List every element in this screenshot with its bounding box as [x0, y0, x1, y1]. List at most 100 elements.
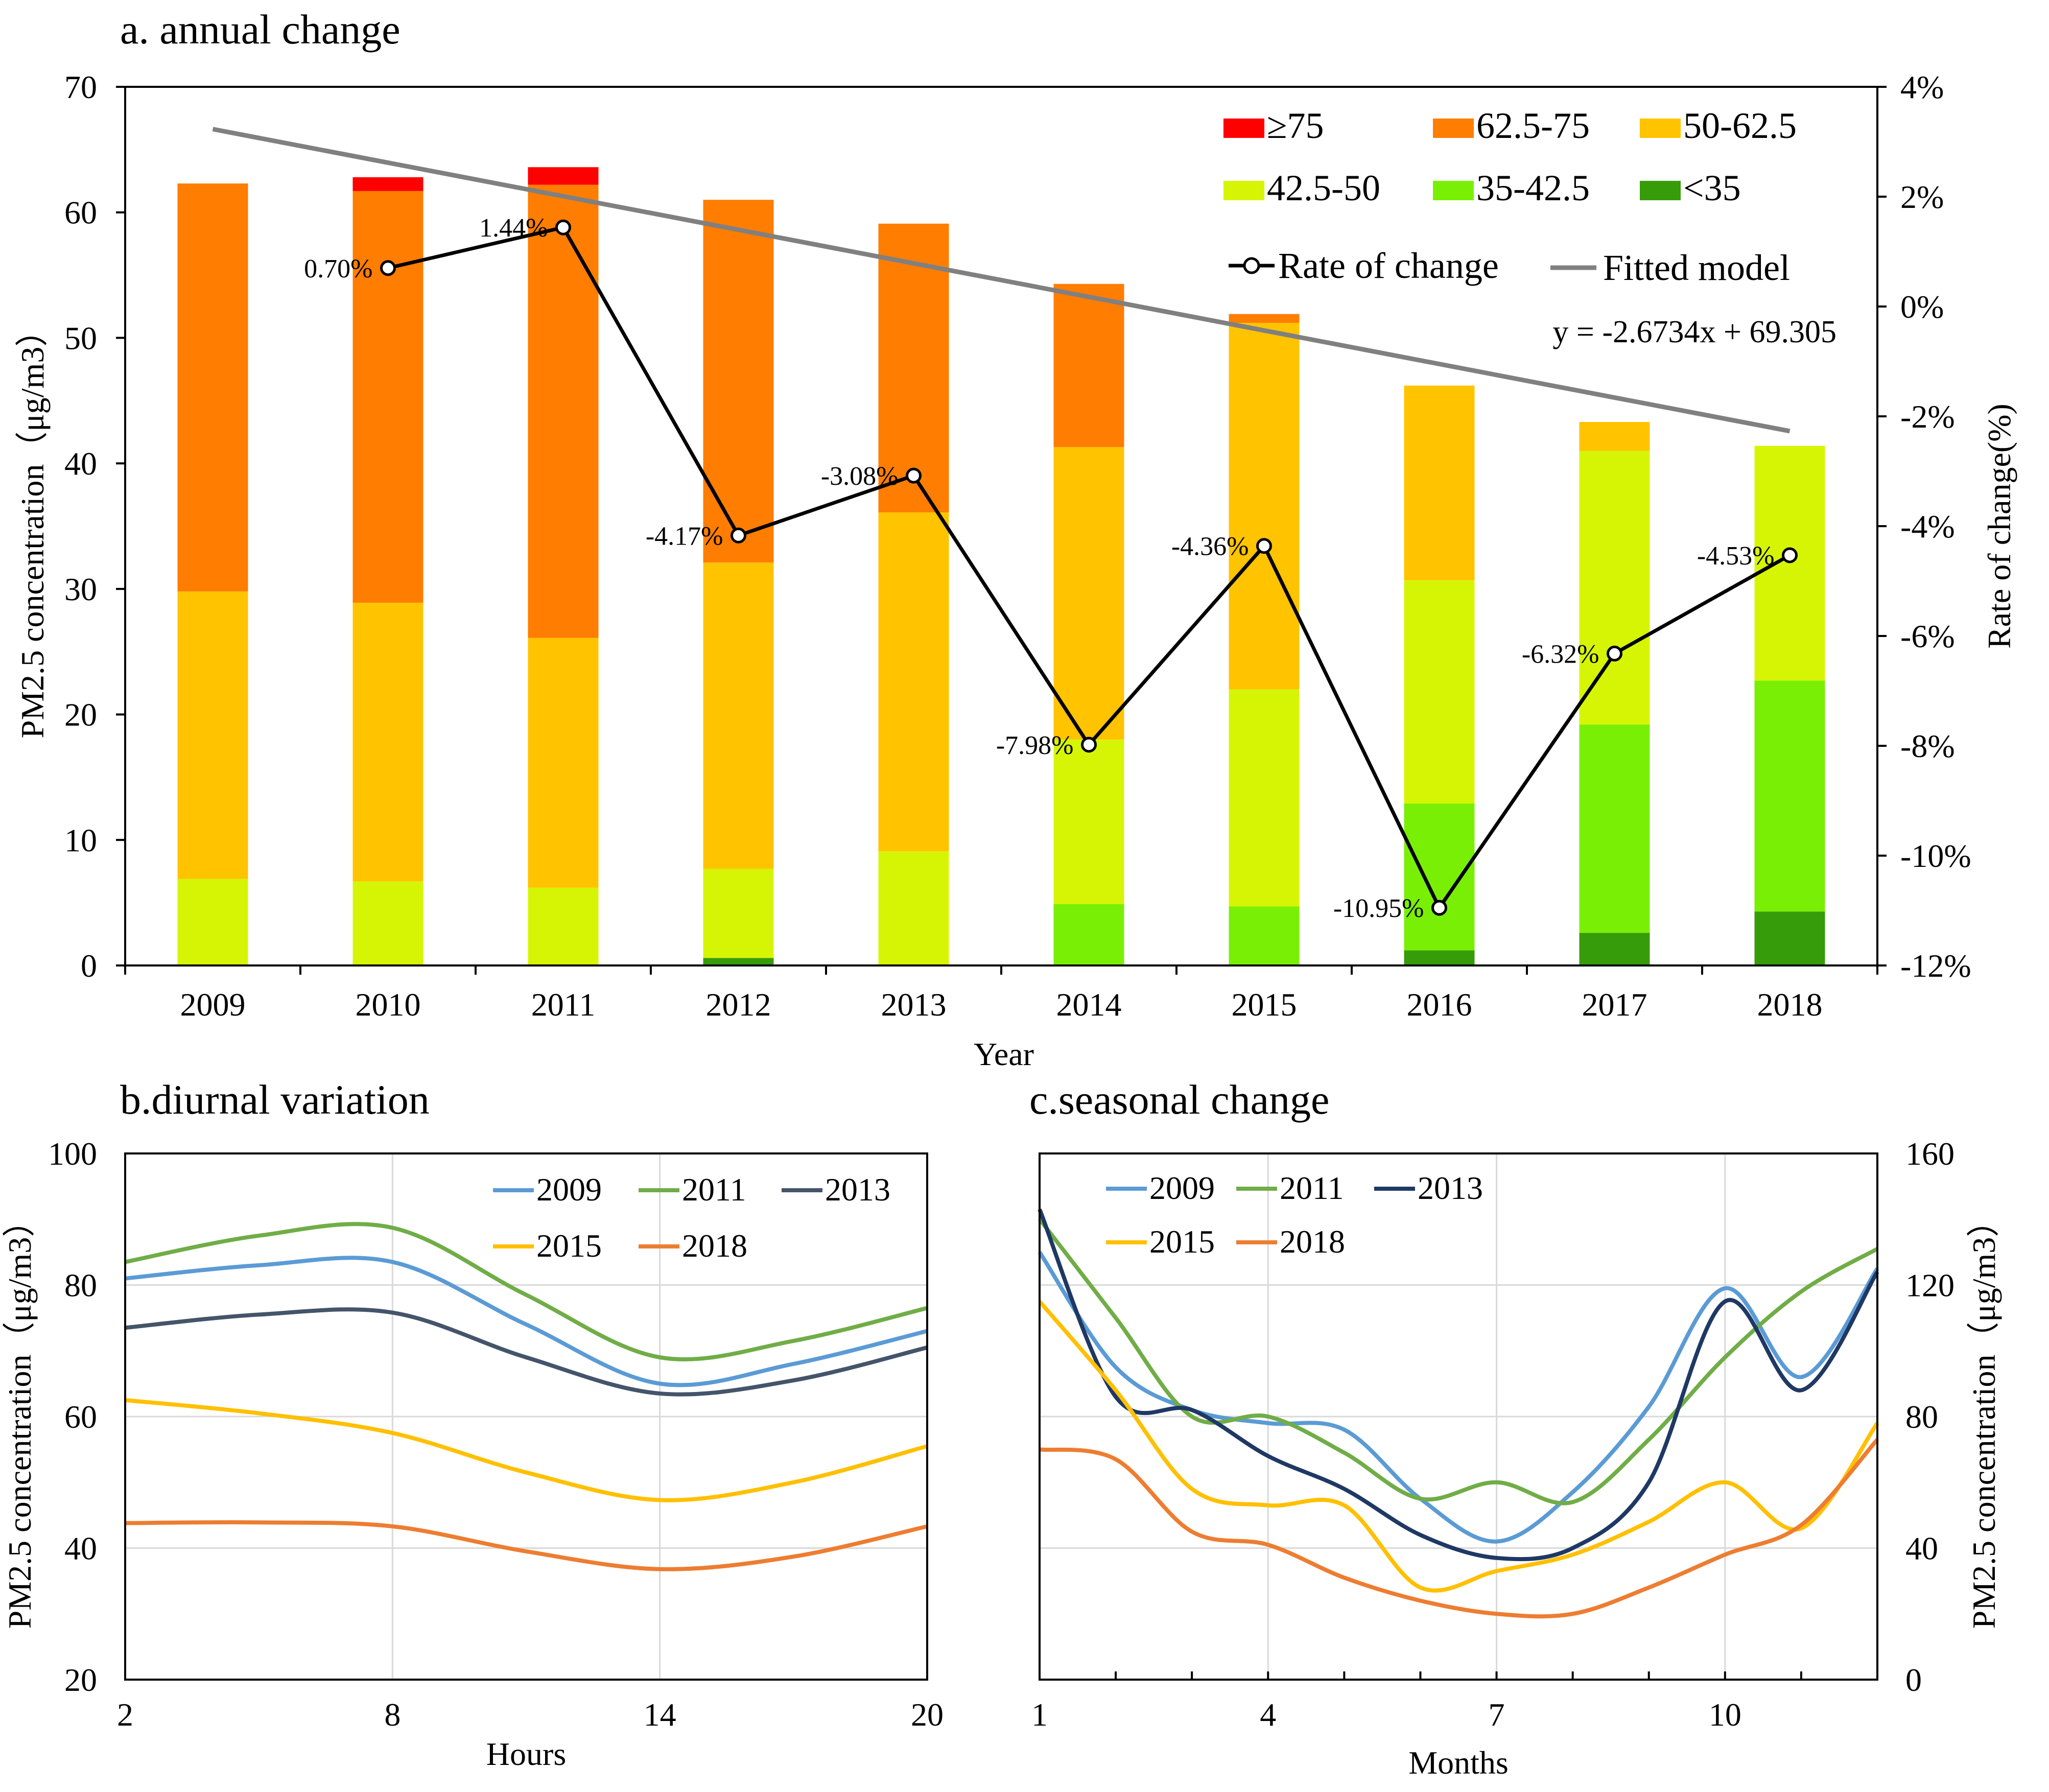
legend-swatch-50-62.5 — [1640, 119, 1681, 138]
bar-2011-42.5-50 — [528, 887, 599, 965]
panel-b-y-tick-label-80: 80 — [64, 1267, 97, 1304]
fitted-model-equation: y = -2.6734x + 69.305 — [1552, 315, 1836, 349]
panel-c-legend-label-2015: 2015 — [1149, 1223, 1215, 1260]
x-tick-label-2018: 2018 — [1757, 986, 1823, 1023]
panel-a-title: a. annual change — [120, 6, 401, 53]
panel-c-x-tick-label-4: 4 — [1260, 1696, 1276, 1733]
panel-b-x-tick-label-20: 20 — [911, 1696, 944, 1733]
y-tick-label-50: 50 — [64, 320, 97, 356]
y-right-tick-label--10%: -10% — [1900, 838, 1971, 874]
panel-c-legend-label-2011: 2011 — [1280, 1170, 1344, 1206]
annual-change-panel: a. annual change 0.70% 1.44% -4.17% -3.08% -… — [14, 6, 2017, 1072]
bar-2012-50-62.5 — [703, 562, 774, 869]
rate-label-2016: -10.95% — [1333, 894, 1424, 923]
x-tick-label-2010: 2010 — [356, 986, 421, 1023]
rate-label-2017: -6.32% — [1522, 640, 1599, 669]
y-right-tick-label-2%: 2% — [1900, 179, 1944, 215]
bar-2012-62.5-75 — [703, 200, 774, 563]
panel-a-rate-line: 0.70% 1.44% -4.17% -3.08% -7.98% -4.36% -10.95… — [304, 214, 1798, 923]
x-tick-label-2017: 2017 — [1582, 986, 1647, 1023]
seasonal-change-panel: c.seasonal change 1 4 7 10 0 40 80 120 160 2009 20… — [1029, 1076, 2002, 1781]
bar-2016-42.5-50 — [1404, 580, 1475, 804]
panel-c-x-tick-label-1: 1 — [1031, 1696, 1048, 1733]
bar-2017-35-42.5 — [1579, 724, 1650, 933]
fitted-model-line — [212, 127, 1791, 434]
panel-c-legend-label-2013: 2013 — [1418, 1170, 1483, 1206]
bar-2015-35-42.5 — [1229, 906, 1300, 965]
panel-a-axes: 0 10 20 30 40 50 60 70 -12% -10% -8% -6% -4% -2% 0% 2% 4… — [64, 69, 1971, 1023]
bar-2017-50-62.5 — [1579, 422, 1650, 451]
y-tick-label-30: 30 — [64, 571, 97, 607]
rate-point-2015 — [1256, 538, 1272, 554]
panel-b-x-tick-label-8: 8 — [384, 1696, 401, 1733]
y-tick-label-20: 20 — [64, 697, 97, 733]
panel-a-y-right-label: Rate of change(%) — [1981, 404, 2017, 649]
bar-2016-<35 — [1404, 950, 1475, 965]
rate-point-2016 — [1431, 900, 1447, 916]
y-tick-label-0: 0 — [81, 948, 97, 984]
panel-a-fitted-model — [212, 127, 1791, 434]
rate-label-2015: -4.36% — [1171, 532, 1249, 561]
bar-2011-≥75 — [528, 167, 599, 185]
panel-b-legend-label-2018: 2018 — [682, 1228, 747, 1264]
bar-2013-62.5-75 — [878, 223, 949, 512]
x-tick-label-2013: 2013 — [881, 986, 947, 1023]
panel-c-y-label: PM2.5 concentration（μg/m3） — [1966, 1205, 2002, 1629]
panel-b-x-label: Hours — [486, 1736, 566, 1772]
bar-2017-42.5-50 — [1579, 451, 1650, 725]
panel-c-legend-label-2018: 2018 — [1280, 1223, 1345, 1260]
panel-c-frame — [1039, 1152, 1878, 1681]
bar-2010-≥75 — [352, 177, 423, 191]
rate-point-2010 — [380, 260, 396, 276]
bar-2009-42.5-50 — [177, 879, 248, 965]
panel-b-series-2011 — [125, 1222, 928, 1362]
bar-2015-62.5-75 — [1229, 314, 1300, 323]
legend-label-62.5-75: 62.5-75 — [1476, 105, 1590, 146]
panel-b-title: b.diurnal variation — [120, 1076, 430, 1123]
panel-c-series-2011 — [1038, 1218, 1878, 1505]
diurnal-variation-panel: b.diurnal variation 2 8 14 20 20 40 60 80 100 200… — [2, 1076, 944, 1772]
bar-2014-42.5-50 — [1053, 739, 1124, 904]
rate-point-2018 — [1782, 547, 1798, 563]
bar-2010-62.5-75 — [352, 191, 423, 603]
legend-rate-marker — [1243, 257, 1260, 274]
panel-b-y-tick-label-100: 100 — [48, 1136, 97, 1172]
bar-2017-<35 — [1579, 933, 1650, 965]
panel-a-x-label: Year — [974, 1036, 1034, 1072]
y-right-tick-label--8%: -8% — [1900, 728, 1955, 764]
y-right-tick-label-4%: 4% — [1900, 69, 1944, 105]
panel-c-y-tick-label-120: 120 — [1905, 1267, 1954, 1304]
y-right-tick-label--4%: -4% — [1900, 508, 1955, 545]
legend-label-35-42.5: 35-42.5 — [1476, 168, 1590, 208]
legend-swatch-≥75 — [1223, 119, 1264, 138]
panel-b-legend-label-2015: 2015 — [536, 1228, 602, 1264]
panel-b-x-tick-label-14: 14 — [644, 1696, 676, 1733]
bar-2016-50-62.5 — [1404, 385, 1475, 580]
panel-c-series-2013 — [1038, 1208, 1879, 1562]
legend-label-rate-of-change: Rate of change — [1278, 245, 1499, 286]
y-tick-label-10: 10 — [64, 822, 97, 858]
panel-c-title: c.seasonal change — [1029, 1076, 1329, 1123]
panel-b-x-tick-label-2: 2 — [117, 1696, 133, 1733]
rate-point-2012 — [731, 527, 746, 544]
y-right-tick-label--2%: -2% — [1900, 398, 1955, 435]
x-tick-label-2015: 2015 — [1232, 986, 1297, 1023]
bar-2012-42.5-50 — [703, 868, 774, 958]
panel-c-y-tick-label-40: 40 — [1905, 1530, 1938, 1567]
legend-label-≥75: ≥75 — [1267, 105, 1324, 146]
y-tick-label-60: 60 — [64, 195, 97, 231]
panel-b-y-tick-label-40: 40 — [64, 1530, 97, 1567]
rate-point-2011 — [555, 219, 571, 235]
panel-c-y-tick-label-80: 80 — [1905, 1399, 1938, 1435]
panel-c-y-tick-label-160: 160 — [1905, 1136, 1954, 1172]
legend-label-42.5-50: 42.5-50 — [1267, 168, 1380, 208]
legend-swatch-35-42.5 — [1433, 181, 1474, 200]
panel-c-series-2018 — [1039, 1438, 1879, 1619]
bar-2012-<35 — [703, 958, 774, 965]
panel-c-legend-label-2009: 2009 — [1149, 1170, 1215, 1206]
rate-point-2017 — [1607, 645, 1622, 662]
rate-point-2014 — [1081, 737, 1097, 753]
bar-2015-50-62.5 — [1229, 322, 1300, 690]
